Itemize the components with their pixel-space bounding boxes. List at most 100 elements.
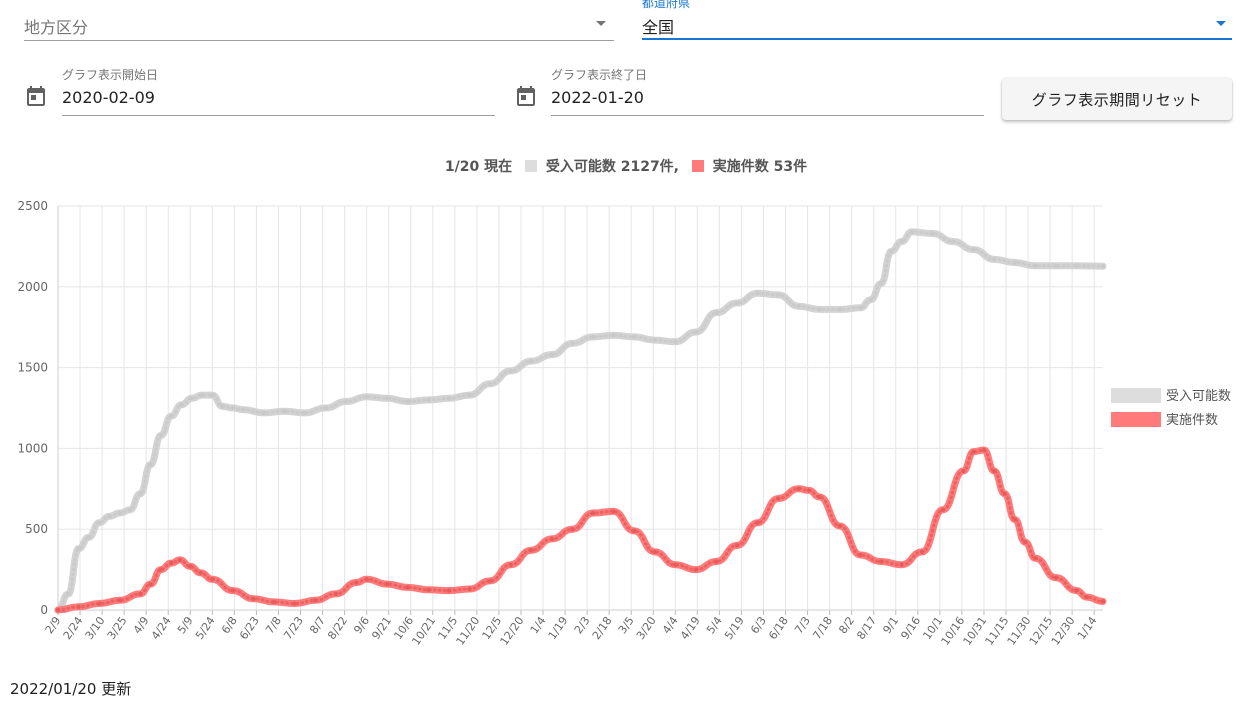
y-tick-label: 2000 [17,280,48,294]
y-tick-label: 1500 [17,361,48,375]
data-point [858,305,863,311]
data-point [590,334,596,340]
calendar-icon[interactable] [514,84,538,108]
x-tick-label: 6/18 [766,614,791,642]
data-point [817,307,822,312]
data-point [158,567,164,572]
data-point [405,585,411,590]
x-tick-label: 4/24 [149,614,174,642]
data-point [323,405,328,411]
data-point [590,510,596,516]
data-point [302,410,308,416]
data-point [1100,599,1106,604]
data-point [148,581,153,587]
data-point [570,341,575,346]
data-point [950,239,956,244]
calendar-icon[interactable] [24,84,48,108]
data-point [673,562,678,567]
x-tick-label: 5/19 [722,614,747,642]
x-tick-label: 10/21 [409,614,438,647]
x-tick-label: 2/18 [590,614,615,642]
data-point [837,523,843,529]
data-point [210,577,215,582]
data-point [940,507,945,513]
data-point [878,281,884,286]
data-point [652,337,657,343]
x-tick-label: 7/8 [263,614,284,636]
data-point [333,591,338,597]
data-point [714,559,719,564]
data-point [1022,539,1028,545]
data-point [992,257,997,262]
chevron-down-icon[interactable] [1216,21,1226,26]
series-line [54,446,1107,614]
prefecture-select-value: 全国 [642,18,675,37]
data-point [868,297,873,302]
data-point [220,404,225,409]
data-point [611,509,616,514]
data-point [981,447,987,453]
data-point [86,535,92,540]
x-tick-label: 9/1 [880,614,901,636]
region-select[interactable]: 地方区分 [24,0,614,42]
data-point [446,588,452,593]
data-point [426,587,431,592]
data-point [508,368,513,374]
data-point [775,496,781,501]
data-point [631,334,637,340]
x-tick-label: 7/23 [281,614,306,642]
data-point [693,567,699,572]
x-tick-label: 4/4 [660,614,681,636]
data-point [467,392,472,398]
data-point [364,394,369,399]
x-tick-label: 3/5 [616,614,637,636]
data-point [549,352,555,357]
x-tick-label: 9/16 [898,614,923,642]
data-point [1053,263,1059,268]
data-point [570,527,575,532]
data-point [76,546,81,551]
data-point [1012,260,1018,265]
data-point [529,358,534,364]
data-point [806,488,812,493]
data-point [971,449,976,454]
x-tick-label: 4/19 [678,614,703,642]
data-point [230,405,236,411]
data-point [693,329,699,335]
data-point [117,598,122,603]
last-updated: 2022/01/20 更新 [10,680,132,698]
data-point [961,468,966,474]
capacity-swatch [524,160,537,172]
prefecture-select[interactable]: 都道府県 全国 [642,0,1232,42]
x-tick-label: 3/10 [83,614,108,642]
data-point [920,549,925,555]
end-date-value: 2022-01-20 [551,88,644,107]
data-point [1033,556,1038,561]
legend-label: 受入可能数 [1166,389,1231,404]
reset-period-button[interactable]: グラフ表示期間リセット [1002,78,1232,120]
x-tick-label: 5/9 [175,614,196,636]
data-point [179,402,184,407]
y-tick-label: 500 [25,522,48,536]
data-point [66,591,71,597]
data-point [755,520,760,525]
x-tick-label: 6/23 [237,614,262,642]
data-point [385,396,390,401]
data-point [1012,517,1018,522]
chart-summary: 1/20 現在 受入可能数 2127件, 実施件数 53件 [0,156,1252,176]
x-tick-label: 2/3 [572,614,593,636]
data-point [446,396,452,401]
data-point [148,462,153,467]
legend-label: 実施件数 [1166,412,1218,428]
start-date-label: グラフ表示開始日 [62,68,159,82]
data-point [909,229,915,235]
data-point [199,392,205,398]
chevron-down-icon[interactable] [596,21,606,26]
data-point [652,549,657,555]
end-date-field[interactable]: グラフ表示終了日 2022-01-20 [514,62,986,118]
data-point [1100,264,1106,269]
start-date-value: 2020-02-09 [62,88,155,107]
start-date-field[interactable]: グラフ表示開始日 2020-02-09 [24,62,496,118]
data-point [230,588,236,593]
x-tick-label: 8/7 [307,614,328,636]
